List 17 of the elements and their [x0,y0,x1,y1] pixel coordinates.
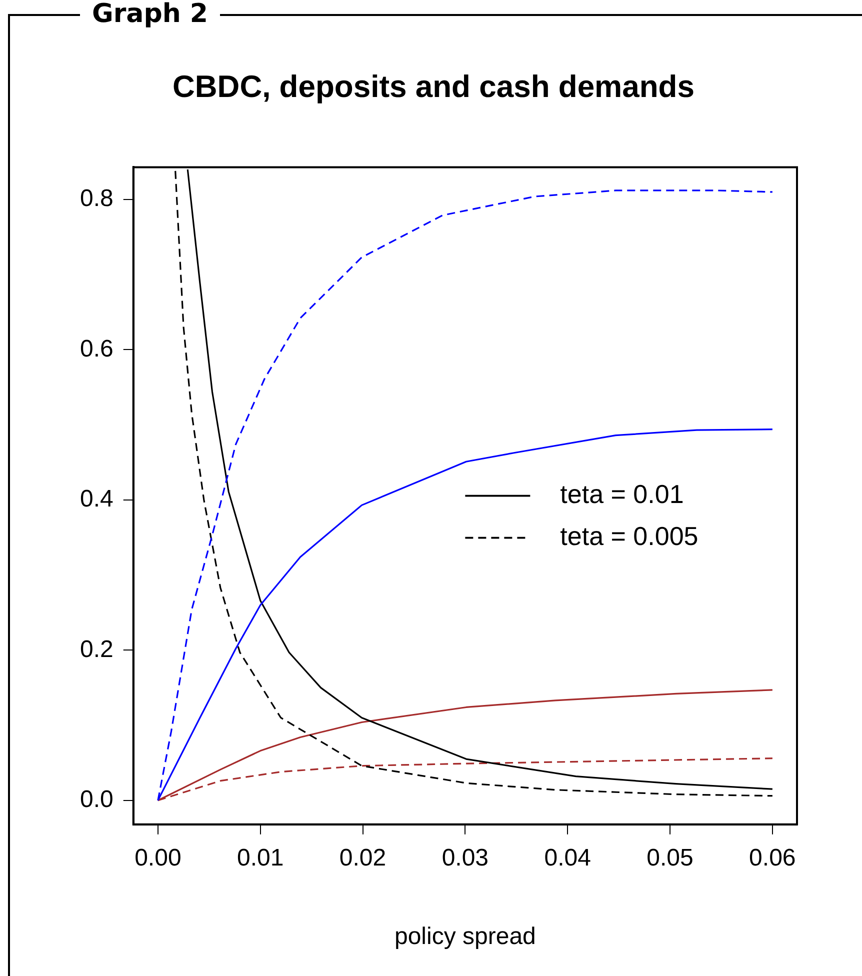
y-tick-label: 0.4 [80,486,114,513]
chart-title: CBDC, deposits and cash demands [172,69,694,104]
legend-label: teta = 0.005 [560,520,698,551]
x-tick-label: 0.02 [339,844,386,872]
x-tick-label: 0.06 [749,844,796,872]
x-tick-label: 0.00 [134,844,182,872]
y-tick-label: 0.2 [80,636,114,663]
legend-label: teta = 0.01 [560,478,684,509]
y-tick-label: 0.6 [80,335,114,362]
x-tick-label: 0.04 [544,844,591,872]
y-tick-label: 0.0 [80,786,114,813]
x-tick-label: 0.05 [646,844,694,872]
x-axis-title: policy spread [394,923,536,950]
caption: Graph 2 [80,0,220,29]
y-tick-label: 0.8 [80,185,114,212]
x-tick-label: 0.03 [442,844,489,872]
x-tick-label: 0.01 [236,844,284,872]
